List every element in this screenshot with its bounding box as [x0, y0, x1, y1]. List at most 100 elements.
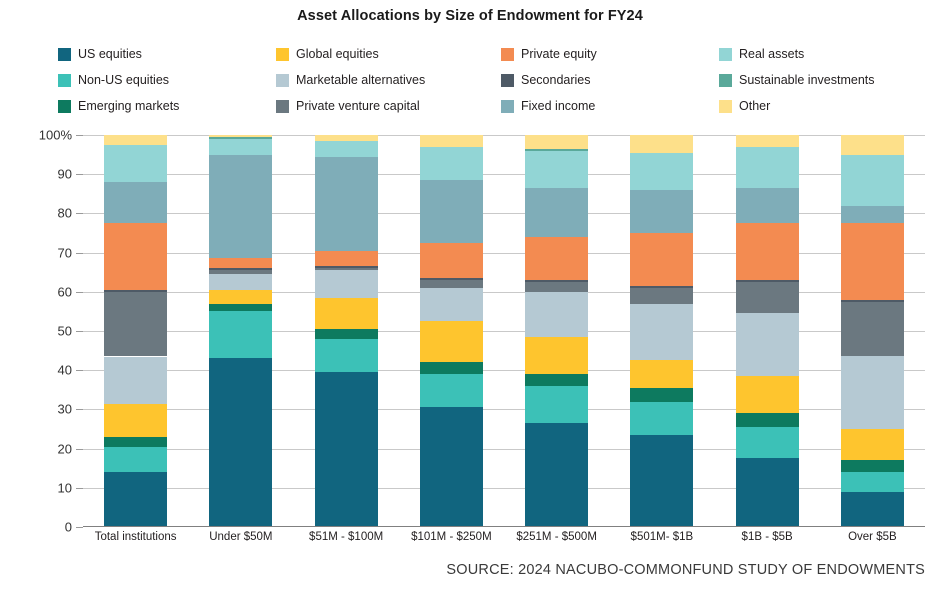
bar-segment[interactable] [735, 135, 799, 147]
bar-segment[interactable] [735, 413, 799, 428]
bar-segment[interactable] [209, 138, 273, 155]
legend-item[interactable]: Private venture capital [276, 99, 501, 113]
bar-segment[interactable] [630, 189, 694, 233]
bar-segment[interactable] [419, 280, 483, 288]
bar-segment[interactable] [525, 336, 589, 375]
legend-item[interactable]: Non-US equities [58, 73, 276, 87]
bar-segment[interactable] [209, 258, 273, 269]
bar-segment[interactable] [735, 313, 799, 377]
bar-segment[interactable] [314, 297, 378, 330]
bar-group[interactable] [525, 135, 589, 527]
bar-segment[interactable] [840, 472, 904, 492]
bar-segment[interactable] [419, 374, 483, 408]
bar-segment[interactable] [209, 303, 273, 312]
bar-segment[interactable] [314, 268, 378, 271]
bar-segment[interactable] [840, 491, 904, 527]
bar-segment[interactable] [630, 401, 694, 435]
bar-segment[interactable] [104, 356, 168, 404]
bar-segment[interactable] [314, 270, 378, 298]
bar-segment[interactable] [630, 285, 694, 288]
bar-segment[interactable] [314, 140, 378, 157]
bar-segment[interactable] [209, 289, 273, 304]
bar-segment[interactable] [104, 436, 168, 447]
bar-segment[interactable] [209, 270, 273, 275]
bar-segment[interactable] [525, 374, 589, 386]
legend-item[interactable]: Real assets [719, 47, 919, 61]
bar-segment[interactable] [104, 223, 168, 290]
bar-segment[interactable] [525, 282, 589, 292]
bar-group[interactable] [735, 135, 799, 527]
bar-segment[interactable] [525, 187, 589, 237]
bar-segment[interactable] [419, 180, 483, 243]
bar-segment[interactable] [735, 427, 799, 459]
legend-item[interactable]: US equities [58, 47, 276, 61]
bar-segment[interactable] [840, 205, 904, 224]
bar-group[interactable] [314, 135, 378, 527]
bar-segment[interactable] [209, 358, 273, 527]
bar-segment[interactable] [735, 280, 799, 282]
bar-group[interactable] [104, 135, 168, 527]
bar-segment[interactable] [735, 146, 799, 188]
legend-item[interactable]: Emerging markets [58, 99, 276, 113]
bar-segment[interactable] [209, 268, 273, 271]
bar-segment[interactable] [525, 135, 589, 149]
bar-segment[interactable] [840, 135, 904, 155]
bar-segment[interactable] [419, 278, 483, 281]
bar-segment[interactable] [314, 250, 378, 267]
bar-segment[interactable] [209, 274, 273, 290]
bar-segment[interactable] [419, 321, 483, 363]
bar-segment[interactable] [209, 154, 273, 259]
bar-segment[interactable] [209, 135, 273, 137]
bar-group[interactable] [209, 135, 273, 527]
bar-segment[interactable] [525, 150, 589, 188]
bar-group[interactable] [840, 135, 904, 527]
bar-segment[interactable] [104, 472, 168, 527]
bar-segment[interactable] [104, 144, 168, 183]
bar-segment[interactable] [104, 135, 168, 145]
bar-segment[interactable] [209, 136, 273, 139]
bar-segment[interactable] [735, 458, 799, 527]
bar-segment[interactable] [735, 187, 799, 224]
legend-item[interactable]: Global equities [276, 47, 501, 61]
bar-segment[interactable] [419, 146, 483, 181]
bar-segment[interactable] [840, 460, 904, 473]
bar-segment[interactable] [840, 356, 904, 429]
bar-segment[interactable] [840, 429, 904, 461]
bar-segment[interactable] [630, 233, 694, 286]
bar-segment[interactable] [630, 360, 694, 388]
bar-segment[interactable] [735, 376, 799, 414]
bar-segment[interactable] [525, 236, 589, 281]
bar-segment[interactable] [314, 372, 378, 527]
bar-segment[interactable] [525, 423, 589, 527]
bar-segment[interactable] [419, 287, 483, 322]
bar-segment[interactable] [735, 282, 799, 314]
bar-segment[interactable] [525, 385, 589, 424]
bar-segment[interactable] [314, 266, 378, 269]
bar-segment[interactable] [840, 223, 904, 300]
bar-segment[interactable] [735, 223, 799, 281]
bar-segment[interactable] [630, 387, 694, 402]
legend-item[interactable]: Other [719, 99, 919, 113]
bar-segment[interactable] [104, 289, 168, 292]
bar-segment[interactable] [630, 152, 694, 190]
bar-segment[interactable] [104, 403, 168, 437]
bar-segment[interactable] [419, 362, 483, 375]
bar-segment[interactable] [630, 135, 694, 153]
bar-segment[interactable] [630, 434, 694, 527]
bar-segment[interactable] [419, 135, 483, 147]
bar-segment[interactable] [314, 329, 378, 339]
bar-segment[interactable] [630, 287, 694, 304]
bar-segment[interactable] [840, 299, 904, 302]
bar-segment[interactable] [314, 338, 378, 373]
bar-segment[interactable] [314, 135, 378, 141]
bar-segment[interactable] [525, 280, 589, 282]
bar-segment[interactable] [104, 446, 168, 473]
legend-item[interactable]: Sustainable investments [719, 73, 919, 87]
bar-segment[interactable] [104, 291, 168, 357]
bar-segment[interactable] [840, 154, 904, 206]
legend-item[interactable]: Marketable alternatives [276, 73, 501, 87]
bar-segment[interactable] [104, 182, 168, 224]
bar-segment[interactable] [630, 303, 694, 361]
legend-item[interactable]: Secondaries [501, 73, 719, 87]
legend-item[interactable]: Private equity [501, 47, 719, 61]
